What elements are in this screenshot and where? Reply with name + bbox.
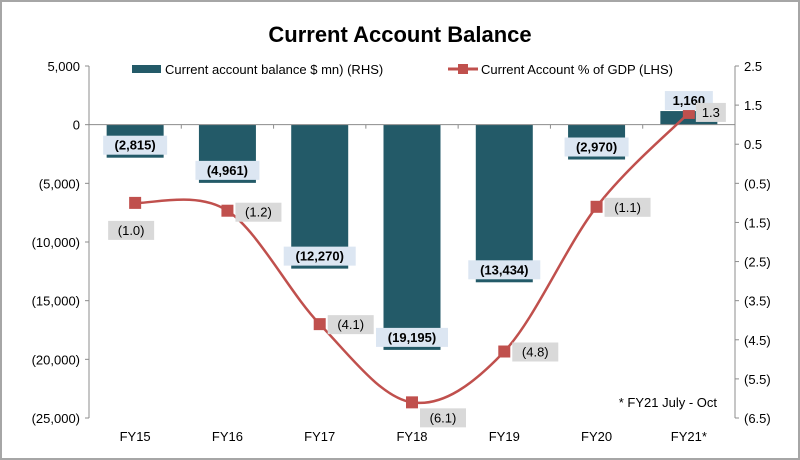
left-axis-tick-label: 0 (73, 118, 80, 133)
x-axis-category-label: FY17 (304, 429, 335, 444)
line-label-box (512, 342, 559, 362)
left-axis-tick-label: 5,000 (47, 59, 80, 74)
right-axis-tick-label: (0.5) (744, 176, 771, 191)
line-label-box (235, 202, 282, 222)
line-label-box (108, 220, 155, 240)
line-marker-icon (498, 345, 511, 358)
right-axis-tick-label: (3.5) (744, 294, 771, 309)
legend: Current account balance $ mn) (RHS) Curr… (132, 62, 673, 77)
bar-label-box (376, 327, 448, 347)
line-value-label: (4.8) (522, 345, 549, 360)
line-value-label: 1.3 (702, 105, 720, 120)
right-axis-tick-label: 2.5 (744, 59, 762, 74)
line-marker-icon (590, 200, 603, 213)
line-label-box (327, 315, 374, 335)
left-axis-tick-label: (10,000) (32, 235, 80, 250)
right-axis-tick-label: (1.5) (744, 215, 771, 230)
right-axis-tick-label: (4.5) (744, 333, 771, 348)
right-axis-tick-label: (2.5) (744, 255, 771, 270)
line-value-label: (1.0) (118, 223, 145, 238)
x-axis-category-label: FY21* (671, 429, 707, 444)
legend-line-label: Current Account % of GDP (LHS) (481, 62, 673, 77)
bar (383, 124, 441, 350)
bar-value-label: (12,270) (296, 249, 344, 264)
x-axis-category-label: FY16 (212, 429, 243, 444)
left-axis-tick-label: (5,000) (39, 176, 80, 191)
legend-bar-swatch-icon (132, 65, 161, 73)
footnote: * FY21 July - Oct (619, 395, 718, 410)
x-axis-category-label: FY20 (581, 429, 612, 444)
bar-value-label: (2,970) (576, 140, 617, 155)
left-axis-tick-label: (15,000) (32, 294, 80, 309)
bar-value-label: (13,434) (480, 262, 528, 277)
x-axis-labels: FY15 FY16 FY17 FY18 FY19 FY20 FY21* (120, 429, 707, 444)
bar-label-box (103, 135, 168, 155)
bar (291, 124, 349, 269)
line-value-label: (6.1) (430, 410, 457, 425)
line-value-label: (1.1) (614, 200, 641, 215)
chart-title: Current Account Balance (268, 22, 532, 47)
bar-label-box (564, 137, 629, 157)
right-axis: 2.5 1.5 0.5 (0.5) (1.5) (2.5) (3.5) (4.5) (5.5) (… (734, 59, 771, 426)
right-axis-tick-label: (6.5) (744, 411, 771, 426)
x-axis-category-label: FY15 (120, 429, 151, 444)
line-data-labels: (1.0) (1.2) (4.1) (6.1) (4.8) (1.1) 1.3 (108, 102, 726, 428)
x-axis-category-label: FY18 (396, 429, 427, 444)
right-axis-tick-label: 0.5 (744, 137, 762, 152)
right-axis-tick-label: (5.5) (744, 372, 771, 387)
line-value-label: (1.2) (245, 205, 272, 220)
right-axis-tick-label: 1.5 (744, 98, 762, 113)
line-label-box (604, 197, 651, 217)
bar-value-label: (4,961) (207, 163, 248, 178)
line-marker-icon (313, 318, 326, 331)
line-value-label: (4.1) (337, 317, 364, 332)
bar-label-box (468, 260, 541, 280)
bar-label-box (283, 246, 356, 266)
line-marker-icon (221, 204, 234, 217)
bar-value-label: (19,195) (388, 330, 436, 345)
legend-line-marker-icon (458, 64, 468, 74)
bar (475, 124, 533, 283)
line-marker-icon (129, 196, 142, 209)
line-marker-icon (406, 396, 418, 409)
bar-value-label: (2,815) (115, 138, 156, 153)
line-label-box (695, 102, 726, 122)
bar-data-labels: (2,815) (4,961) (12,270) (19,195) (13,434) (2… (103, 91, 713, 347)
left-axis-tick-label: (20,000) (32, 352, 80, 367)
legend-bar-label: Current account balance $ mn) (RHS) (165, 62, 383, 77)
x-axis-category-label: FY19 (489, 429, 520, 444)
left-axis: 5,000 0 (5,000) (10,000) (15,000) (20,000) (25… (32, 59, 90, 426)
bar-label-box (195, 160, 260, 180)
left-axis-tick-label: (25,000) (32, 411, 80, 426)
line-label-box (420, 408, 466, 428)
